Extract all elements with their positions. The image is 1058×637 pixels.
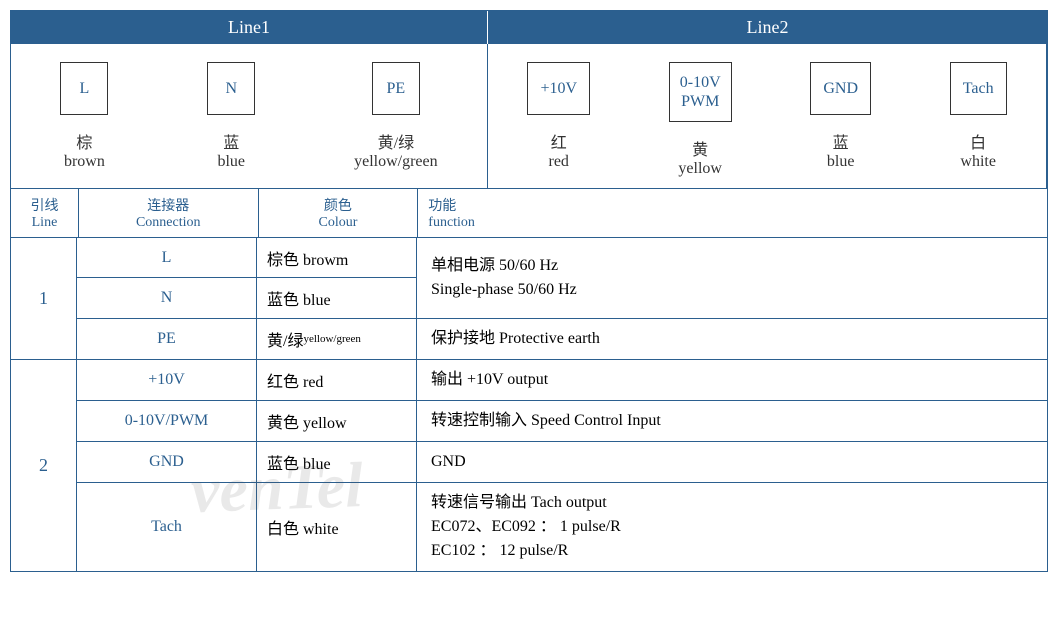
function-cell: 保护接地 Protective earth [417,319,1047,359]
terminal-group-line2: +10V 红red 0-10V PWM 黄yellow GND 蓝blue Tach 白whi… [488,44,1047,188]
data-sections: 1L棕色 browmN蓝色 blue单相电源 50/60 Hz Single-p… [11,238,1047,571]
connection-cell: N [77,278,257,318]
table-header-row: 引线 Line 连接器 Connection 颜色 Colour 功能 func… [11,189,1047,238]
terminal-box: N [207,62,255,115]
terminal-label-en: yellow/green [354,153,438,171]
data-section: 2+10V红色 red输出 +10V output0-10V/PWM黄色 yel… [11,360,1047,571]
terminal-box: GND [810,62,871,115]
terminal-label-en: blue [217,153,245,171]
terminal-box: PE [372,62,420,115]
connection-cell: L [77,238,257,277]
terminal-item: Tach 白white [950,62,1007,178]
terminal-label-en: yellow [678,160,722,178]
terminal-label-en: white [960,153,996,171]
th-line: 引线 Line [11,189,79,237]
terminal-label-en: brown [64,153,105,171]
terminal-row: L棕brownN蓝bluePE黄/绿yellow/green +10V红red0… [11,44,1047,189]
terminal-label-cn: 黄/绿 [378,129,414,153]
rows-wrap: L棕色 browmN蓝色 blue单相电源 50/60 Hz Single-ph… [77,238,1047,359]
terminal-box: L [60,62,108,115]
header-row: Line1 Line2 [11,11,1047,44]
merged-left: L棕色 browmN蓝色 blue [77,238,417,318]
colour-cell: 黄/绿yellow/green [257,319,417,359]
terminal-label-cn: 红 [551,129,567,153]
table-row: Tach白色 white转速信号输出 Tach output EC072、EC0… [77,483,1047,571]
terminal-label-cn: 白 [970,129,986,153]
data-section: 1L棕色 browmN蓝色 blue单相电源 50/60 Hz Single-p… [11,238,1047,360]
terminal-item: L棕brown [60,62,108,178]
function-cell: GND [417,442,1047,482]
th-function: 功能 function [418,189,1047,237]
colour-cell: 红色 red [257,360,417,400]
terminal-label-cn: 蓝 [833,129,849,153]
terminal-item: 0-10V PWM 黄yellow [669,62,732,178]
terminal-item: GND 蓝blue [810,62,871,178]
table-row: L棕色 browm [77,238,417,278]
function-cell: 输出 +10V output [417,360,1047,400]
connection-cell: 0-10V/PWM [77,401,257,441]
th-colour: 颜色 Colour [259,189,419,237]
colour-cell: 黄色 yellow [257,401,417,441]
th-connection: 连接器 Connection [79,189,259,237]
table-row: +10V红色 red输出 +10V output [77,360,1047,401]
rows-wrap: +10V红色 red输出 +10V output0-10V/PWM黄色 yell… [77,360,1047,571]
wiring-diagram-table: venTel Line1 Line2 L棕brownN蓝bluePE黄/绿yel… [10,10,1048,572]
connection-cell: GND [77,442,257,482]
header-line2: Line2 [488,11,1047,44]
terminal-box: Tach [950,62,1007,115]
line-cell: 2 [11,360,77,571]
header-line1: Line1 [11,11,488,44]
terminal-box: 0-10V PWM [669,62,732,122]
colour-cell: 棕色 browm [257,238,417,277]
terminal-label-cn: 蓝 [223,129,239,153]
terminal-label-en: red [549,153,569,171]
colour-cell: 蓝色 blue [257,442,417,482]
connection-cell: Tach [77,483,257,571]
terminal-item: +10V 红red [527,62,590,178]
line-cell: 1 [11,238,77,359]
table-row: GND蓝色 blue GND [77,442,1047,483]
function-cell: 转速控制输入 Speed Control Input [417,401,1047,441]
terminal-label-cn: 黄 [692,136,708,160]
function-cell: 转速信号输出 Tach output EC072、EC092 ： 1 pulse… [417,483,1047,571]
table-row: 0-10V/PWM黄色 yellow转速控制输入 Speed Control I… [77,401,1047,442]
terminal-item: PE 黄/绿yellow/green [354,62,438,178]
terminal-item: N蓝blue [207,62,255,178]
colour-cell: 白色 white [257,483,417,571]
table-row: PE黄/绿yellow/green保护接地 Protective earth [77,319,1047,359]
terminal-label-cn: 棕 [76,129,92,153]
function-cell: 单相电源 50/60 Hz Single-phase 50/60 Hz [417,238,1047,318]
terminal-label-en: blue [827,153,855,171]
merged-block: L棕色 browmN蓝色 blue单相电源 50/60 Hz Single-ph… [77,238,1047,319]
terminal-group-line1: L棕brown N蓝blue PE 黄/绿yellow/green [11,44,488,188]
connection-cell: +10V [77,360,257,400]
table-row: N蓝色 blue [77,278,417,318]
terminal-box: +10V [527,62,590,115]
connection-cell: PE [77,319,257,359]
colour-cell: 蓝色 blue [257,278,417,318]
